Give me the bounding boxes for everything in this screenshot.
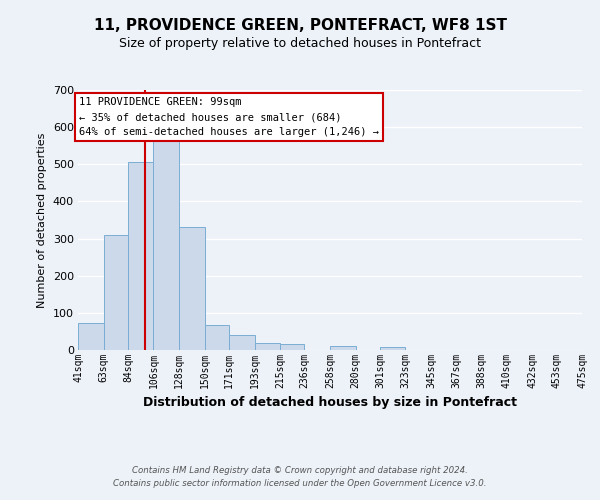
- Text: Contains HM Land Registry data © Crown copyright and database right 2024.
Contai: Contains HM Land Registry data © Crown c…: [113, 466, 487, 487]
- X-axis label: Distribution of detached houses by size in Pontefract: Distribution of detached houses by size …: [143, 396, 517, 409]
- Text: 11 PROVIDENCE GREEN: 99sqm
← 35% of detached houses are smaller (684)
64% of sem: 11 PROVIDENCE GREEN: 99sqm ← 35% of deta…: [79, 98, 379, 137]
- Bar: [179, 228, 205, 350]
- Bar: [205, 324, 229, 350]
- Bar: [380, 348, 406, 350]
- Bar: [128, 162, 154, 350]
- Text: 11, PROVIDENCE GREEN, PONTEFRACT, WF8 1ST: 11, PROVIDENCE GREEN, PONTEFRACT, WF8 1S…: [94, 18, 506, 32]
- Bar: [254, 344, 280, 350]
- Bar: [280, 344, 304, 350]
- Bar: [154, 136, 179, 350]
- Text: Size of property relative to detached houses in Pontefract: Size of property relative to detached ho…: [119, 38, 481, 51]
- Bar: [229, 335, 254, 350]
- Y-axis label: Number of detached properties: Number of detached properties: [37, 132, 47, 308]
- Bar: [78, 324, 104, 350]
- Bar: [104, 235, 128, 350]
- Bar: [330, 346, 356, 350]
